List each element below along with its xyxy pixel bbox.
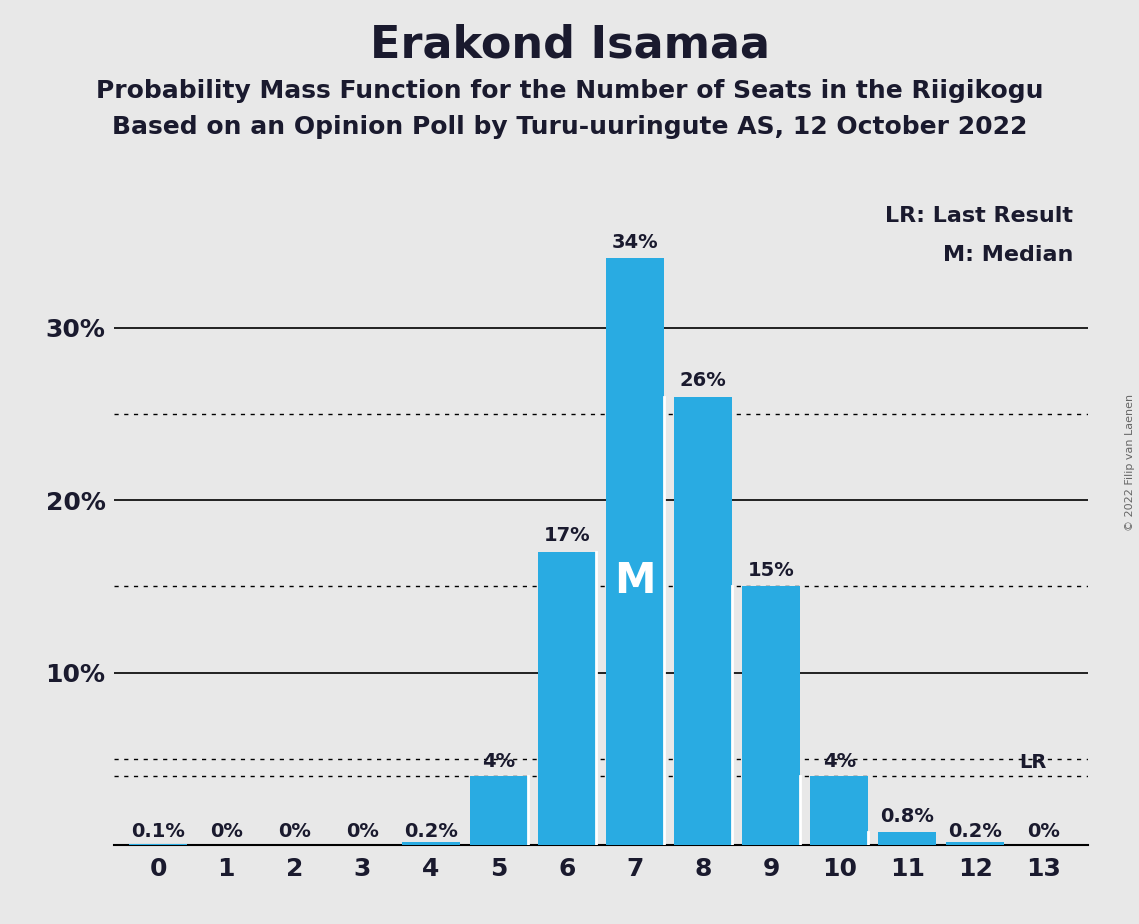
Text: 15%: 15%: [747, 561, 794, 579]
Text: 17%: 17%: [543, 526, 590, 545]
Bar: [743, 587, 800, 845]
Text: 0%: 0%: [346, 822, 379, 841]
Text: LR: Last Result: LR: Last Result: [885, 206, 1073, 225]
Bar: [878, 832, 936, 845]
Text: LR: LR: [1019, 753, 1047, 772]
Bar: [674, 396, 732, 845]
Text: 26%: 26%: [680, 371, 727, 390]
Text: 4%: 4%: [822, 752, 855, 772]
Text: 0%: 0%: [1027, 822, 1060, 841]
Text: 0.2%: 0.2%: [949, 822, 1002, 841]
Bar: [538, 552, 596, 845]
Text: M: Median: M: Median: [943, 245, 1073, 265]
Text: 0.1%: 0.1%: [131, 822, 186, 841]
Text: 34%: 34%: [612, 233, 658, 251]
Bar: [402, 842, 459, 845]
Text: 0.8%: 0.8%: [880, 808, 934, 826]
Text: 0%: 0%: [278, 822, 311, 841]
Text: M: M: [614, 560, 656, 602]
Bar: [606, 259, 664, 845]
Bar: [129, 844, 187, 845]
Text: Based on an Opinion Poll by Turu-uuringute AS, 12 October 2022: Based on an Opinion Poll by Turu-uuringu…: [112, 115, 1027, 139]
Text: © 2022 Filip van Laenen: © 2022 Filip van Laenen: [1125, 394, 1134, 530]
Bar: [947, 842, 1005, 845]
Bar: [469, 776, 527, 845]
Text: 0%: 0%: [210, 822, 243, 841]
Text: Probability Mass Function for the Number of Seats in the Riigikogu: Probability Mass Function for the Number…: [96, 79, 1043, 103]
Text: 0.2%: 0.2%: [403, 822, 458, 841]
Text: 4%: 4%: [482, 752, 515, 772]
Bar: [810, 776, 868, 845]
Text: Erakond Isamaa: Erakond Isamaa: [369, 23, 770, 67]
